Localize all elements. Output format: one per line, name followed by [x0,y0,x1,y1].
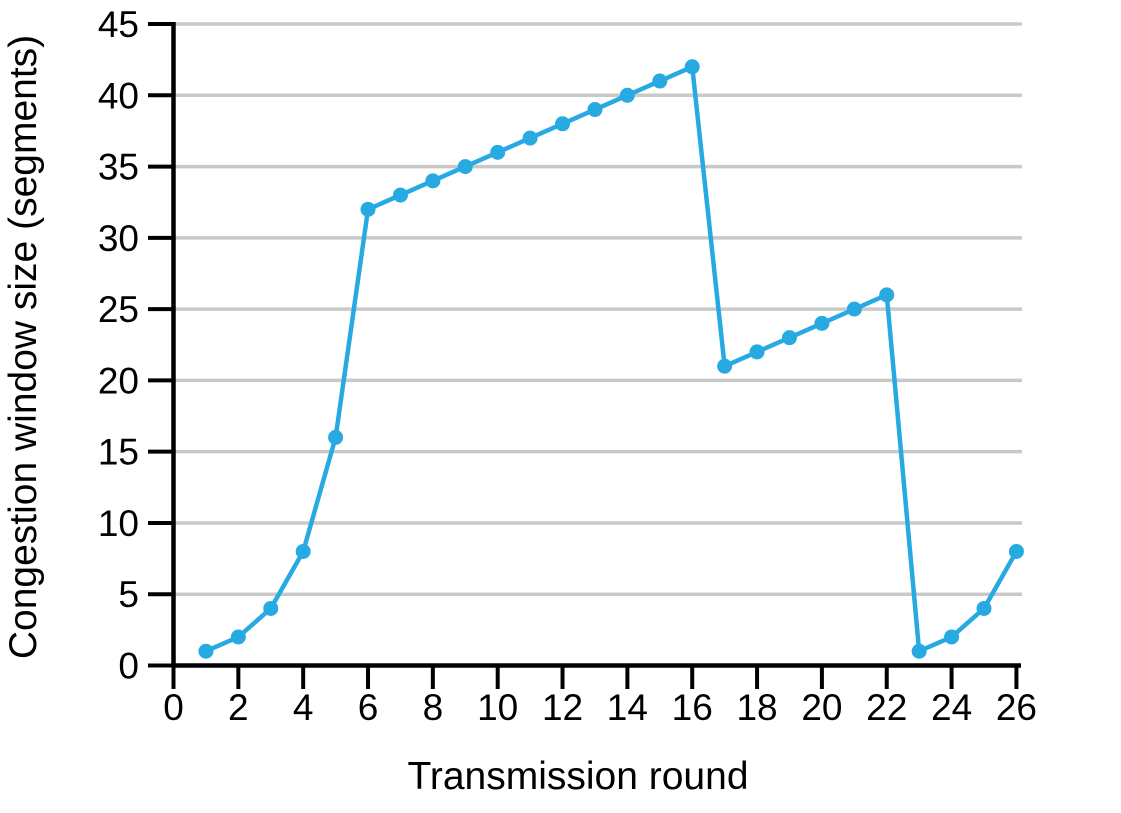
data-point [522,130,538,146]
axis-ticks [148,22,1019,689]
y-tick-label: 15 [98,432,139,473]
data-point [781,330,797,346]
data-point [684,59,700,75]
data-point [652,73,668,89]
y-tick-label: 45 [98,4,139,45]
x-tick-label: 10 [477,687,518,728]
x-tick-label: 6 [358,687,379,728]
y-tick-label: 5 [118,574,139,615]
y-tick-label: 25 [98,289,139,330]
data-point [911,643,927,659]
x-tick-label: 2 [228,687,249,728]
data-point [263,600,279,616]
data-point [879,287,895,303]
data-point [457,159,473,175]
x-tick-label: 26 [996,687,1037,728]
x-tick-label: 18 [736,687,777,728]
gridlines [173,22,1022,596]
x-tick-label: 20 [801,687,842,728]
x-tick-label: 16 [672,687,713,728]
x-tick-label: 24 [931,687,972,728]
x-tick-label: 14 [607,687,648,728]
data-point [944,629,960,645]
data-point [846,301,862,317]
data-point [619,87,635,103]
x-tick-label: 0 [163,687,184,728]
x-tick-label: 12 [542,687,583,728]
data-point [749,344,765,360]
y-tick-label: 0 [118,646,139,687]
x-tick-label: 22 [866,687,907,728]
data-point [490,144,506,160]
data-point [295,543,311,559]
x-tick-label: 4 [293,687,314,728]
data-point [814,315,830,331]
y-axis-title: Congestion window size (segments) [2,35,45,659]
x-tick-label: 8 [423,687,444,728]
y-tick-label: 30 [98,218,139,259]
data-point [587,102,603,118]
data-series [198,59,1024,659]
data-point [328,429,344,445]
data-point [198,643,214,659]
y-tick-label: 10 [98,503,139,544]
data-point [976,600,992,616]
data-point [717,358,733,374]
y-tick-label: 35 [98,147,139,188]
data-point [392,187,408,203]
data-point [1008,543,1024,559]
axes [171,22,1021,668]
y-tick-label: 20 [98,360,139,401]
data-point [360,201,376,217]
data-point [425,173,441,189]
x-axis-title: Transmission round [407,755,748,798]
data-point [555,116,571,132]
data-point [230,629,246,645]
y-tick-label: 40 [98,75,139,116]
series-line [203,64,1019,654]
